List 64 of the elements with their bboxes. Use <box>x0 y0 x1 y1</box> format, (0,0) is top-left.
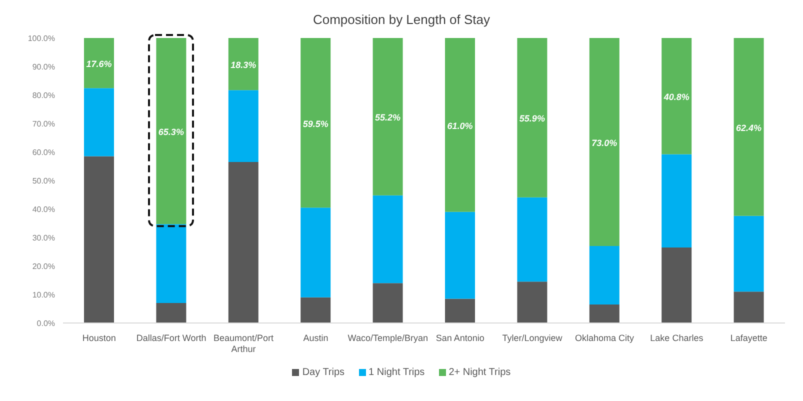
bar <box>84 88 114 156</box>
y-tick-label: 40.0% <box>32 204 55 214</box>
bar <box>156 303 186 323</box>
bar <box>662 247 692 323</box>
bar <box>372 38 403 196</box>
data-label: 61.0% <box>447 120 473 131</box>
x-tick-label: Austin <box>303 333 328 343</box>
x-tick-label: Tyler/Longview <box>502 333 563 343</box>
bar <box>517 282 548 323</box>
bar <box>445 298 475 323</box>
data-label: 59.5% <box>302 118 328 129</box>
bar <box>734 216 764 292</box>
bar <box>228 38 258 90</box>
y-tick-label: 50.0% <box>32 176 55 186</box>
data-label: 73.0% <box>592 138 618 148</box>
bar <box>156 224 186 304</box>
bar <box>445 212 475 299</box>
legend-label: Day Trips <box>302 367 345 378</box>
y-tick-label: 70.0% <box>32 119 55 128</box>
bar <box>84 156 114 323</box>
y-tick-label: 0.0% <box>36 318 55 328</box>
legend-label: 1 Night Trips <box>368 367 425 378</box>
data-label: 65.3% <box>158 127 184 138</box>
x-tick-label: Lafayette <box>730 333 768 343</box>
x-tick-label: San Antonio <box>436 333 484 343</box>
x-tick-label: Lake Charles <box>650 333 704 343</box>
x-tick-label: Beaumont/Port Arthur <box>213 333 274 354</box>
data-label: 55.2% <box>375 112 401 123</box>
y-tick-label: 90.0% <box>32 62 55 72</box>
bar <box>300 208 331 298</box>
bar <box>734 292 764 323</box>
bar <box>734 38 764 216</box>
bar <box>589 246 620 304</box>
legend-label: 2+ Night Trips <box>448 367 511 378</box>
y-tick-label: 30.0% <box>32 233 55 242</box>
y-tick-label: 80.0% <box>32 90 55 100</box>
bar <box>445 38 475 212</box>
y-tick-label: 20.0% <box>32 262 55 271</box>
x-tick-label: Waco/Temple/Bryan <box>348 333 428 343</box>
y-tick-label: 60.0% <box>32 148 55 157</box>
bar <box>517 38 548 198</box>
bar <box>300 38 331 208</box>
bar <box>228 162 258 323</box>
bar <box>589 304 620 323</box>
bar <box>228 90 258 162</box>
data-label: 40.8% <box>662 92 690 102</box>
x-tick-label: Dallas/Fort Worth <box>136 333 206 343</box>
y-tick-label: 10.0% <box>32 290 55 300</box>
chart-title: Composition by Length of Stay <box>312 12 492 27</box>
x-tick-label: Oklahoma City <box>574 333 635 343</box>
bar <box>300 297 331 323</box>
data-label: 55.9% <box>519 114 545 124</box>
bar <box>517 197 548 282</box>
bar <box>662 154 692 248</box>
bar <box>372 283 403 323</box>
bar <box>84 38 114 88</box>
x-tick-label: Houston <box>82 333 116 343</box>
bar <box>662 38 692 154</box>
data-label: 62.4% <box>736 122 762 133</box>
y-tick-label: 100.0% <box>28 34 55 43</box>
bar <box>372 195 403 284</box>
data-label: 17.6% <box>86 59 112 70</box>
data-label: 18.3% <box>230 60 256 70</box>
bar <box>589 38 620 246</box>
